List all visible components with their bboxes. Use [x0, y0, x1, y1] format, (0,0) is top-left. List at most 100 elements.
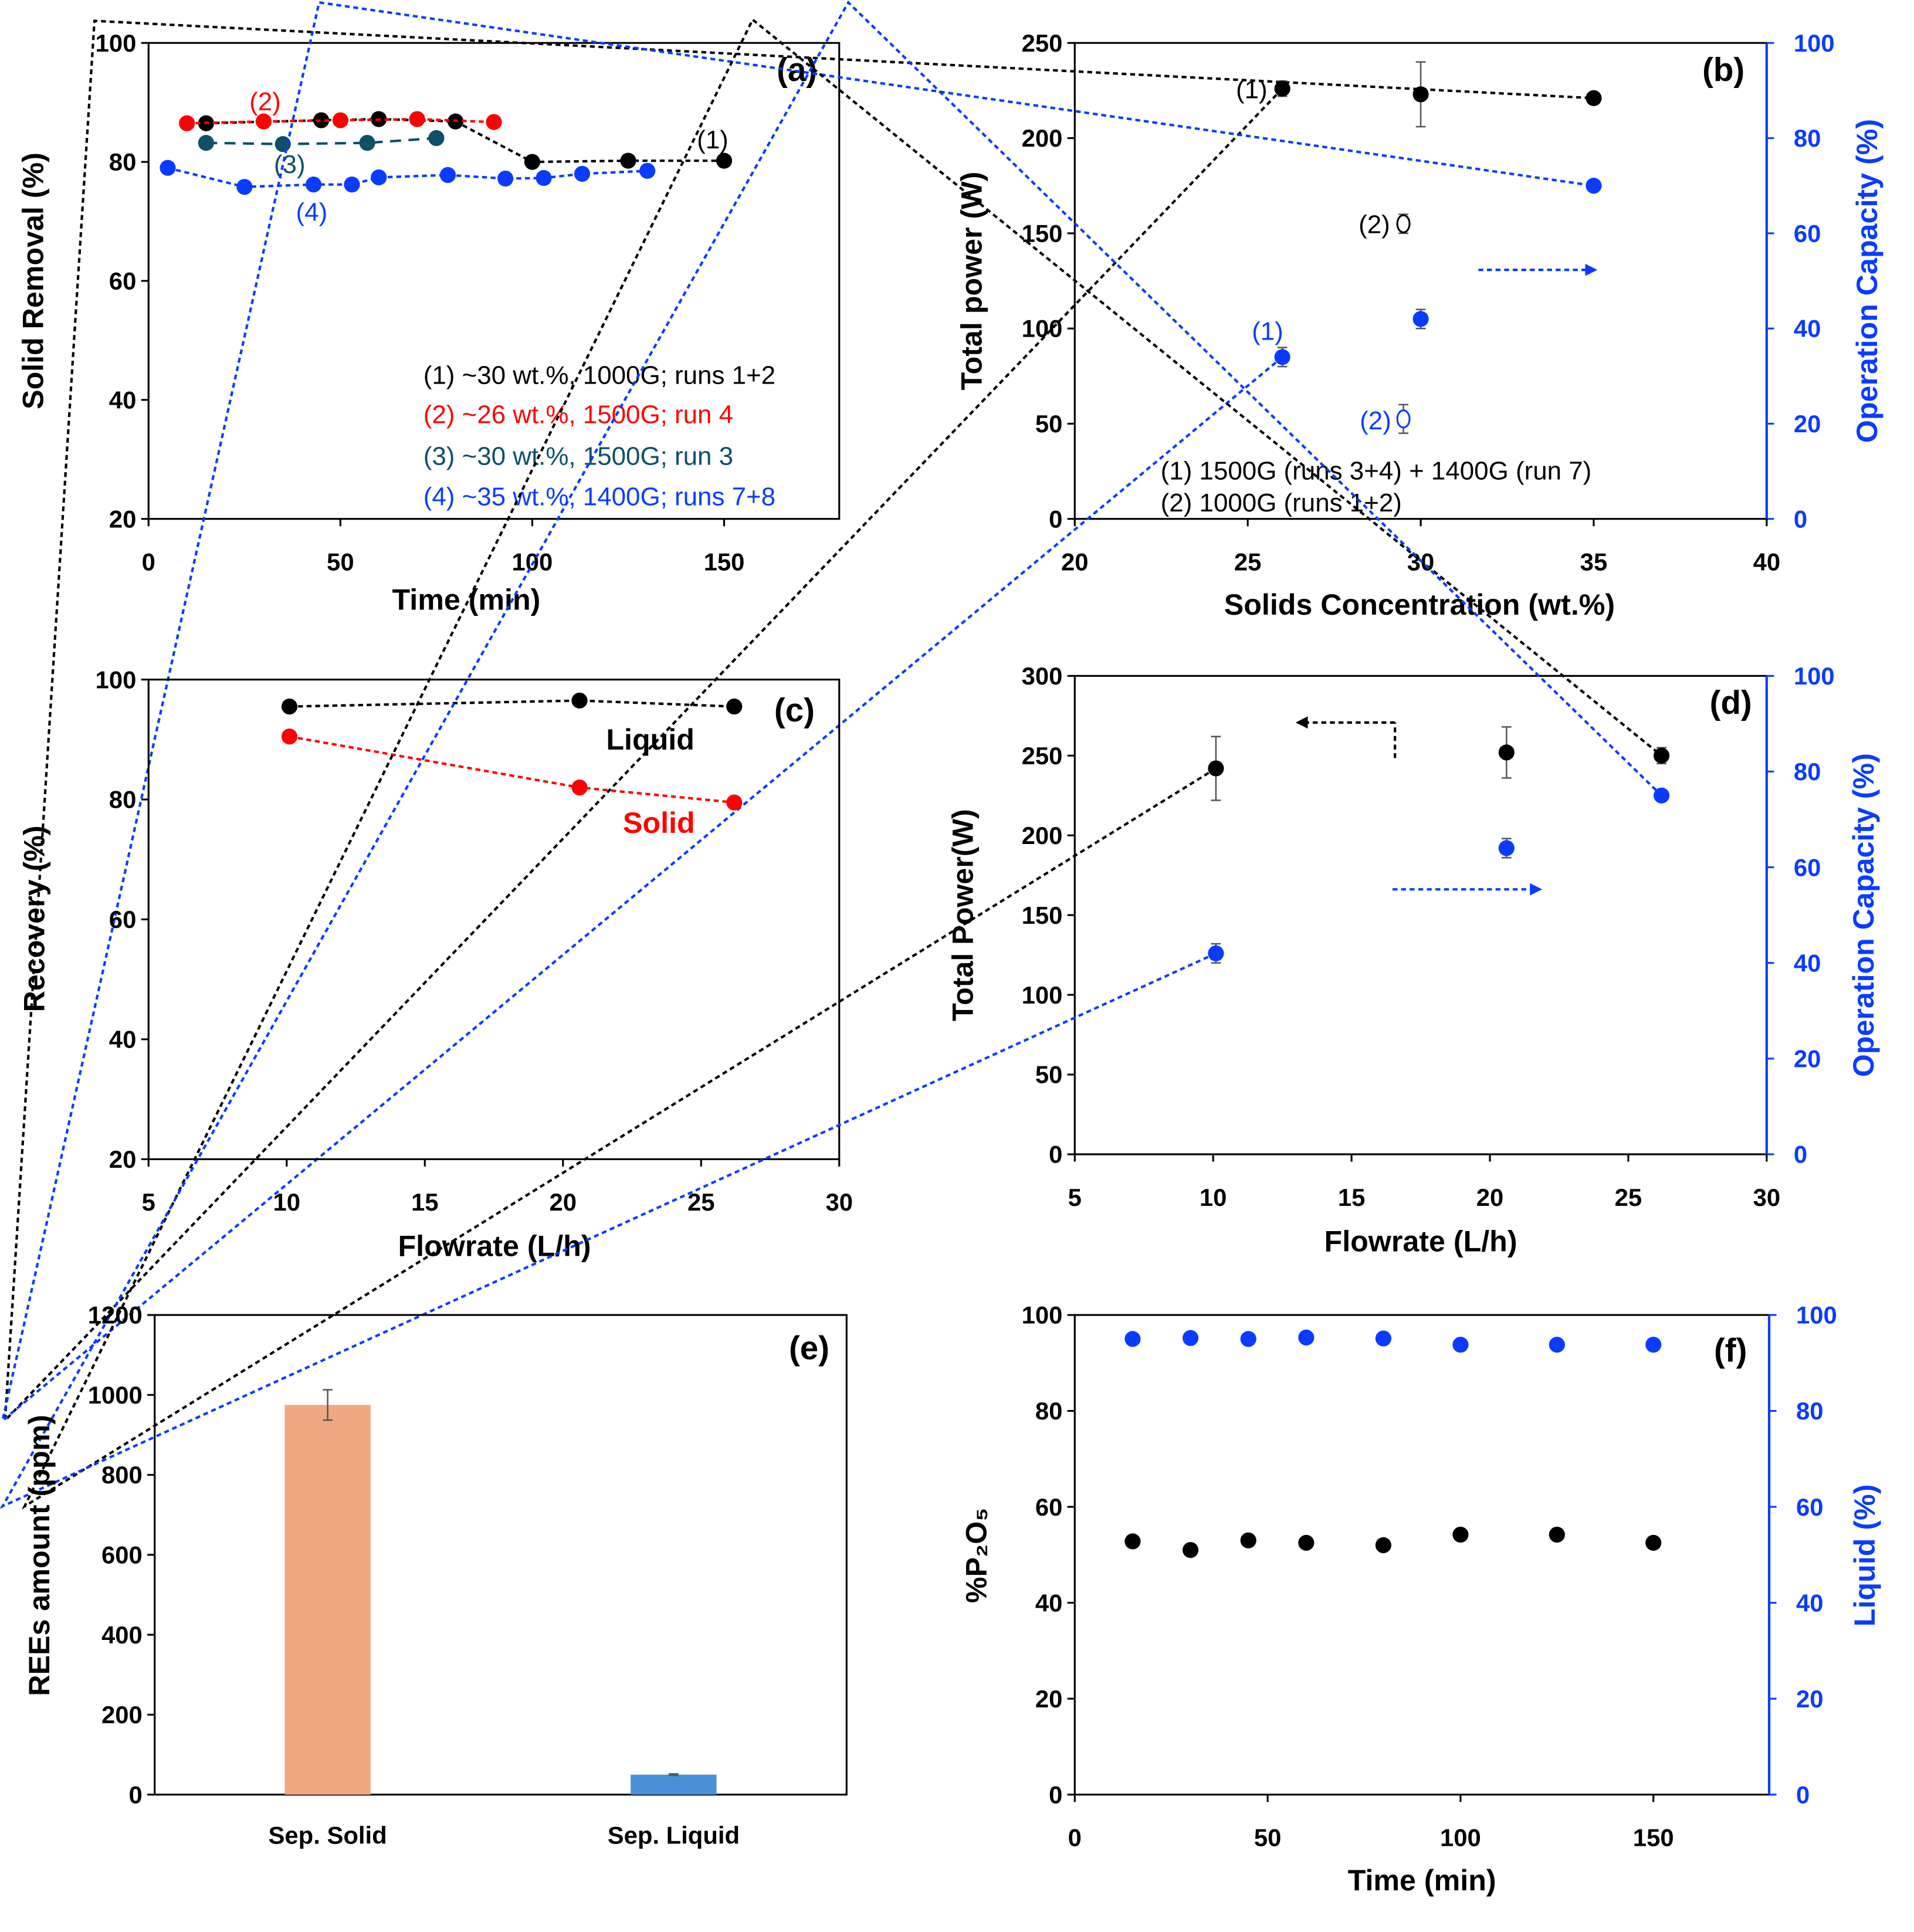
y-tick-label: 40: [1035, 1589, 1063, 1616]
annotation: (3): [274, 150, 306, 179]
data-point: [1396, 214, 1411, 233]
data-point: [1586, 90, 1602, 106]
chart-panel-a: 20 40 60 80 100 0 50 100 150 Time (min) Solid Remo…: [16, 29, 841, 616]
y2-tick-label: 80: [1794, 124, 1821, 152]
y-axis-label: %P₂O₅: [960, 1508, 993, 1603]
x-tick-label: 100: [1440, 1824, 1481, 1852]
data-point: [305, 177, 322, 193]
y-tick-label: 100: [1022, 981, 1063, 1009]
annotation: (2): [1359, 210, 1390, 239]
y-tick-label: 250: [1022, 742, 1063, 770]
chart-panel-e: 0 200 400 600 800 1000 1200 REEs amount (ppm) (e…: [23, 1301, 848, 1849]
plot-frame: [1073, 1314, 1770, 1796]
data-point: [1412, 311, 1429, 327]
annotation: (2) 1000G (runs 1+2): [1161, 489, 1402, 517]
x-tick-label: 0: [1068, 1824, 1082, 1852]
x-axis-label: Flowrate (L/h): [1324, 1225, 1517, 1258]
data-point: [1298, 1534, 1315, 1551]
x-tick-label: 40: [1753, 548, 1781, 576]
data-point: [571, 692, 588, 709]
annotation: (2) ~26 wt.%, 1500G; run 4: [424, 401, 733, 429]
data-point: [255, 113, 272, 130]
data-point: [1274, 349, 1290, 365]
x-axis-label: Time (min): [1348, 1864, 1496, 1897]
data-point: [726, 794, 743, 811]
panel-label: (d): [1710, 684, 1752, 721]
y2-tick-label: 60: [1796, 1493, 1824, 1521]
data-point: [1396, 409, 1411, 429]
bar: [631, 1774, 717, 1795]
y-tick-label: 100: [96, 666, 137, 693]
data-point: [179, 115, 195, 131]
annotation: (1): [697, 126, 729, 154]
x-tick-label: 5: [142, 1188, 155, 1216]
data-point: [497, 170, 514, 187]
y-tick-label: 200: [101, 1701, 143, 1728]
y2-tick-label: 60: [1794, 219, 1821, 247]
y2-tick-label: 100: [1796, 1301, 1837, 1329]
y-tick-label: 250: [1022, 29, 1063, 57]
data-point: [428, 130, 445, 147]
y2-tick-label: 80: [1794, 758, 1821, 785]
x-tick-label: 100: [512, 548, 553, 576]
annotation: Solid: [623, 806, 695, 839]
x-tick-label: 150: [704, 548, 745, 576]
data-point: [1653, 787, 1670, 804]
y-tick-label: 1200: [88, 1301, 143, 1329]
y2-tick-label: 100: [1794, 29, 1835, 57]
data-point: [1208, 945, 1224, 962]
x-tick-label: 25: [1234, 548, 1262, 576]
data-point: [275, 136, 291, 152]
y-tick-label: 20: [109, 505, 137, 533]
data-point: [1375, 1330, 1391, 1347]
annotation: (2): [1360, 406, 1391, 435]
x-axis-label: Time (min): [392, 583, 541, 616]
category-label: Sep. Liquid: [608, 1821, 740, 1849]
y-axis-label: Total Power(W): [947, 809, 980, 1021]
y-axis-label: Solid Removal (%): [16, 152, 49, 409]
data-point: [1586, 178, 1602, 194]
data-point: [639, 162, 656, 179]
y2-axis-label: Liquid (%): [1848, 1484, 1881, 1627]
data-point: [1549, 1526, 1565, 1543]
y-tick-label: 100: [96, 29, 137, 57]
data-point: [344, 177, 360, 193]
x-tick-label: 15: [1338, 1184, 1366, 1211]
x-tick-label: 20: [549, 1188, 577, 1216]
x-tick-label: 10: [273, 1188, 300, 1216]
annotation: Liquid: [606, 723, 695, 756]
y2-tick-label: 0: [1794, 1141, 1807, 1168]
series-line: [4, 19, 1594, 1424]
series-line: [0, 1, 1594, 1424]
annotation: (1): [1236, 75, 1268, 104]
series-line: [0, 0, 1663, 1509]
panel-label: (f): [1714, 1331, 1747, 1368]
data-point: [1375, 1537, 1391, 1554]
data-point: [1274, 80, 1290, 97]
annotation: (2): [249, 87, 281, 116]
y2-tick-label: 20: [1794, 1045, 1821, 1073]
y-tick-label: 150: [1022, 901, 1063, 929]
y2-tick-label: 20: [1794, 410, 1821, 438]
x-tick-label: 30: [1753, 1184, 1781, 1211]
x-tick-label: 150: [1633, 1824, 1674, 1852]
data-point: [1549, 1337, 1565, 1353]
y-tick-label: 60: [109, 906, 137, 933]
x-tick-label: 20: [1476, 1184, 1504, 1211]
y-tick-label: 100: [1022, 1301, 1063, 1329]
annotation: (4) ~35 wt.%, 1400G; runs 7+8: [424, 483, 775, 511]
y2-axis-label: Operation Capacity (%): [1847, 753, 1880, 1077]
y-tick-label: 1000: [88, 1381, 143, 1409]
bar: [284, 1405, 371, 1795]
series-line: [206, 137, 437, 145]
x-axis-label: Flowrate (L/h): [398, 1230, 591, 1263]
y2-tick-label: 40: [1796, 1589, 1824, 1616]
x-axis-label: Solids Concentration (wt.%): [1224, 588, 1615, 621]
y-tick-label: 200: [1022, 124, 1063, 152]
data-point: [1182, 1330, 1199, 1346]
y2-tick-label: 80: [1796, 1397, 1824, 1425]
x-tick-label: 30: [825, 1188, 853, 1216]
